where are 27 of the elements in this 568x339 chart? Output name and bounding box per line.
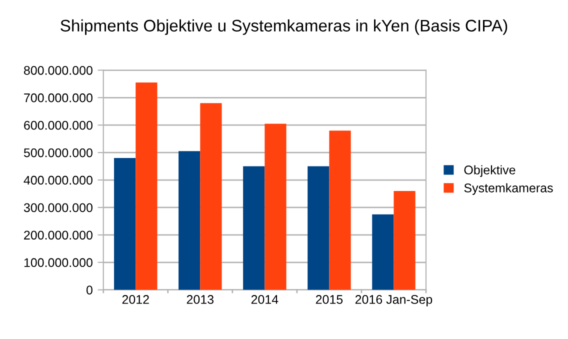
bar — [136, 82, 158, 290]
x-tick-label: 2013 — [186, 295, 214, 304]
bar — [394, 190, 416, 290]
legend-label: Systemkameras — [464, 183, 553, 195]
bar — [243, 166, 265, 290]
y-tick-label: 800.000.000 — [24, 66, 92, 75]
y-tick-label: 300.000.000 — [24, 203, 92, 212]
bar — [329, 130, 351, 290]
bar — [264, 124, 286, 290]
y-tick-label: 500.000.000 — [24, 148, 92, 158]
y-tick-label: 200.000.000 — [24, 230, 92, 240]
bar — [178, 151, 200, 290]
y-tick-label: 100.000.000 — [24, 258, 92, 268]
bar — [200, 103, 222, 290]
bar — [308, 166, 330, 290]
x-tick-label: 2014 — [251, 295, 278, 304]
bar — [372, 214, 394, 290]
x-tick-label: 2016 Jan-Sep — [355, 295, 432, 306]
y-tick-label: 400.000.000 — [24, 176, 92, 185]
legend-label: Objektive — [464, 165, 516, 177]
y-tick-label: 700.000.000 — [24, 93, 92, 102]
x-tick-label: 2015 — [316, 295, 343, 304]
y-tick-label: 600.000.000 — [24, 120, 92, 130]
chart-title: Shipments Objektive u Systemkameras in kYen (Basis CIPA) — [60, 19, 508, 35]
x-tick-label: 2012 — [122, 295, 149, 304]
y-tick-label: 0 — [86, 286, 92, 294]
bar — [114, 158, 136, 290]
